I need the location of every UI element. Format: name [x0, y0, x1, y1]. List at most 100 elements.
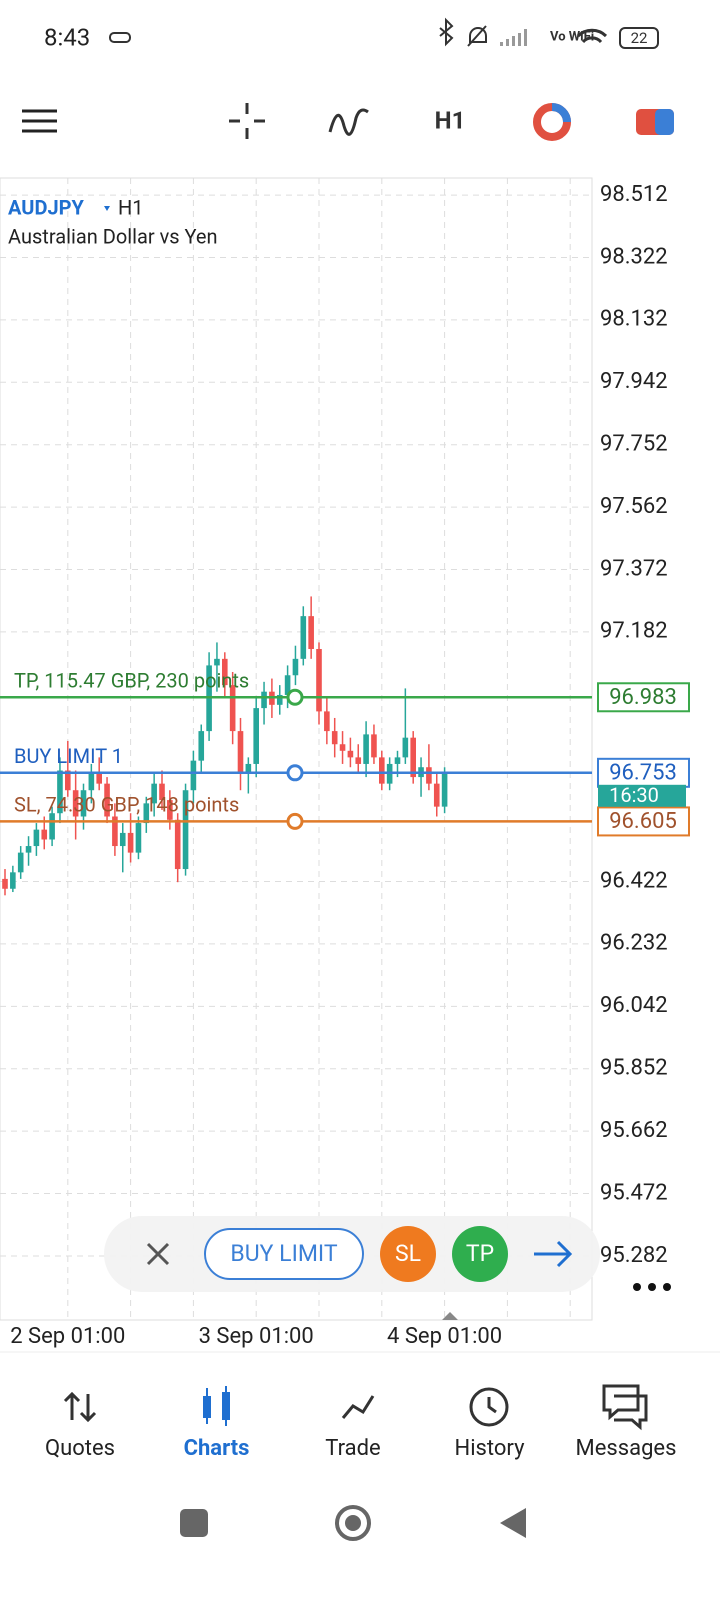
symbol[interactable]: AUDJPY — [8, 195, 85, 219]
candle-body — [190, 760, 197, 791]
order-level-handle[interactable] — [286, 764, 304, 782]
y-tick-label: 98.322 — [600, 244, 668, 269]
order-type-label: BUY LIMIT — [230, 1240, 337, 1267]
order-level-label: BUY LIMIT 1 — [14, 744, 123, 768]
order-level-label: SL, 74.30 GBP, 148 points — [14, 793, 239, 817]
menu-button[interactable] — [22, 109, 57, 133]
recents-button[interactable] — [180, 1509, 208, 1537]
sl-label: SL — [395, 1240, 421, 1267]
y-tick-label: 97.182 — [600, 619, 668, 644]
candle-body — [324, 711, 330, 732]
order-level-handle[interactable] — [286, 812, 304, 830]
candle-body — [300, 616, 307, 659]
objects-button-accent — [551, 103, 571, 123]
candle-body — [253, 708, 259, 764]
next-button[interactable] — [534, 1240, 573, 1268]
candle-body — [127, 832, 134, 853]
more-button[interactable] — [633, 1283, 671, 1291]
chart-frame — [0, 177, 593, 1321]
candle-body — [245, 763, 252, 774]
y-tick-label: 97.562 — [600, 494, 668, 519]
candle-body — [159, 783, 165, 801]
candle-body — [167, 800, 173, 820]
candle-body — [17, 852, 24, 873]
candle-body — [72, 790, 79, 817]
wifi — [576, 28, 608, 44]
x-tick-label: 4 Sep 01:00 — [387, 1324, 502, 1349]
candle-body — [151, 783, 157, 804]
candle-body — [237, 731, 244, 774]
candle-body — [339, 744, 346, 751]
price-tag — [597, 806, 690, 837]
candle-body — [379, 757, 385, 784]
nav-item[interactable]: Messages — [576, 1436, 677, 1461]
y-tick-label: 97.752 — [600, 432, 668, 457]
x-tick-label: 3 Sep 01:00 — [199, 1324, 314, 1349]
signal — [500, 29, 527, 46]
price-tag-value: 96.605 — [609, 809, 677, 834]
candle-body — [119, 832, 126, 847]
bottom-nav: Quotes Charts Trade History Messages — [45, 1436, 676, 1461]
order-type-button[interactable] — [204, 1228, 364, 1280]
candle-body — [2, 878, 8, 889]
candle-body — [143, 803, 150, 824]
home-button[interactable] — [335, 1505, 371, 1541]
tp-button[interactable] — [452, 1226, 508, 1282]
scroll-marker — [442, 1312, 458, 1320]
order-level-label: TP, 115.47 GBP, 230 points — [14, 669, 249, 693]
chart-timeframe: H1 — [118, 195, 144, 219]
y-tick-label: 98.132 — [600, 307, 668, 332]
tp-label: TP — [466, 1240, 494, 1267]
candle-body — [229, 685, 236, 732]
candle-body — [308, 616, 314, 649]
charts-icon — [203, 1386, 230, 1426]
candle-body — [49, 813, 55, 840]
candle-body — [41, 829, 48, 840]
candle-body — [426, 767, 432, 784]
timeframe-button[interactable]: H1 — [435, 106, 466, 134]
y-tick-label: 96.422 — [600, 868, 668, 893]
nav-item[interactable]: Trade — [325, 1436, 380, 1461]
order-level-handle[interactable] — [286, 688, 304, 706]
timer-tag — [598, 784, 686, 807]
timer: 16:30 — [609, 783, 659, 807]
sl-button[interactable] — [380, 1226, 436, 1282]
candle-body — [284, 675, 291, 695]
y-tick-label: 95.662 — [600, 1118, 668, 1143]
candle-body — [347, 750, 354, 758]
nav-item[interactable]: History — [455, 1436, 526, 1461]
back-button[interactable] — [500, 1508, 526, 1538]
candle-body — [174, 819, 181, 870]
nav-item[interactable]: Charts — [184, 1436, 250, 1461]
status-icons — [109, 17, 659, 49]
candle-body — [88, 773, 95, 791]
candle-body — [355, 757, 362, 764]
candle-body — [441, 773, 448, 807]
candle-body — [410, 737, 416, 778]
close-button[interactable] — [146, 1242, 170, 1266]
y-tick-label: 96.042 — [600, 993, 668, 1018]
candle-body — [402, 737, 409, 758]
crosshair-button[interactable] — [229, 103, 265, 139]
candle-body — [112, 816, 118, 847]
nav-item[interactable]: Quotes — [45, 1436, 115, 1461]
candle-body — [10, 872, 16, 889]
clock: 8:43 — [44, 23, 90, 51]
candle-body — [198, 731, 205, 761]
x-tick-label: 2 Sep 01:00 — [10, 1324, 125, 1349]
y-tick-label: 97.942 — [600, 369, 668, 394]
candle-body — [33, 829, 40, 847]
candle-body — [57, 770, 63, 814]
candle-body — [433, 783, 440, 807]
candle-body — [292, 658, 299, 676]
candle-body — [135, 823, 142, 853]
candle-body — [214, 658, 220, 666]
symbol-description: Australian Dollar vs Yen — [8, 224, 218, 248]
trade-button-accent — [655, 109, 674, 135]
y-tick-label: 98.512 — [600, 182, 668, 207]
candle-body — [104, 783, 110, 817]
candle-body — [80, 790, 87, 817]
indicators-button[interactable] — [328, 108, 369, 136]
price-tag-value: 96.753 — [609, 761, 677, 786]
